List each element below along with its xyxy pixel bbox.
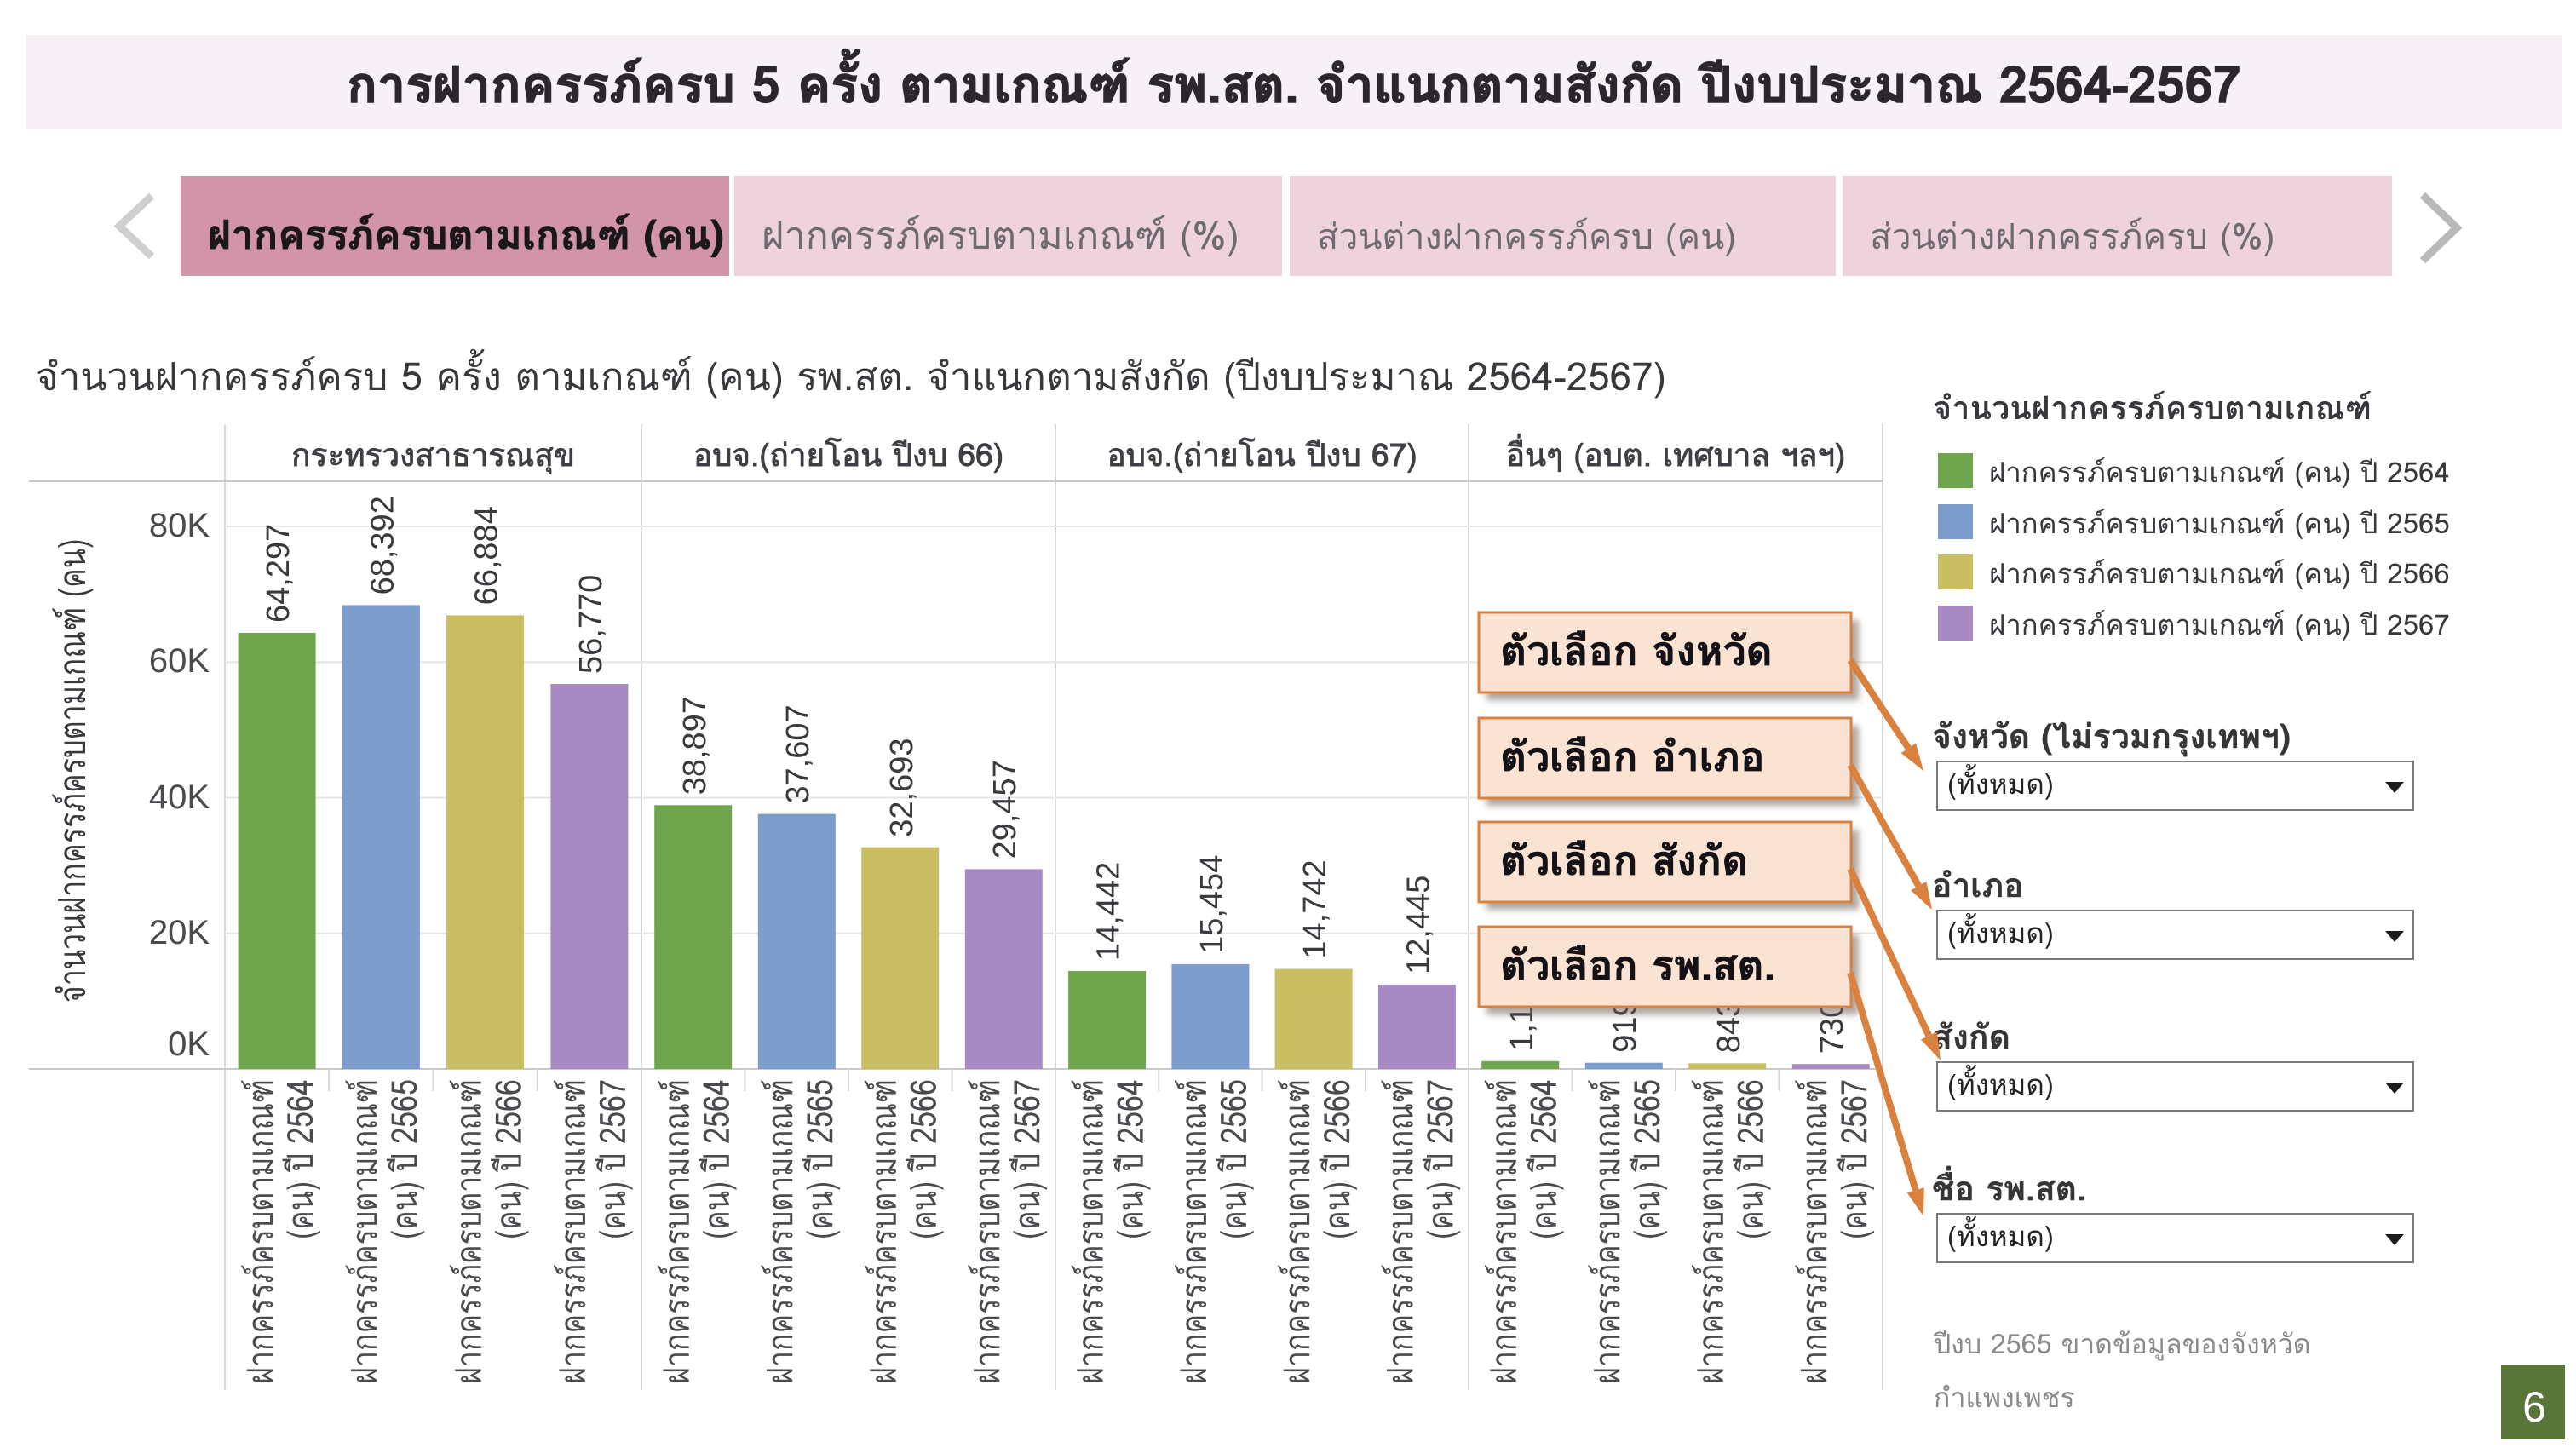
svg-text:60K: 60K xyxy=(149,642,210,680)
svg-text:12,445: 12,445 xyxy=(1400,876,1436,974)
svg-text:0K: 0K xyxy=(168,1026,210,1063)
svg-text:29,457: 29,457 xyxy=(987,760,1023,859)
svg-text:68,392: 68,392 xyxy=(365,496,400,595)
svg-text:14,442: 14,442 xyxy=(1091,862,1127,961)
svg-text:56,770: 56,770 xyxy=(573,575,609,674)
svg-text:32,693: 32,693 xyxy=(884,738,920,836)
svg-text:38,897: 38,897 xyxy=(677,696,713,795)
svg-text:6: 6 xyxy=(2522,1383,2546,1431)
svg-text:15,454: 15,454 xyxy=(1194,855,1230,954)
svg-text:66,884: 66,884 xyxy=(469,506,505,605)
svg-text:40K: 40K xyxy=(149,779,210,816)
svg-text:37,607: 37,607 xyxy=(780,704,816,803)
svg-text:20K: 20K xyxy=(149,914,210,951)
svg-text:64,297: 64,297 xyxy=(261,524,296,623)
svg-text:80K: 80K xyxy=(149,507,210,544)
svg-text:14,742: 14,742 xyxy=(1297,859,1333,958)
